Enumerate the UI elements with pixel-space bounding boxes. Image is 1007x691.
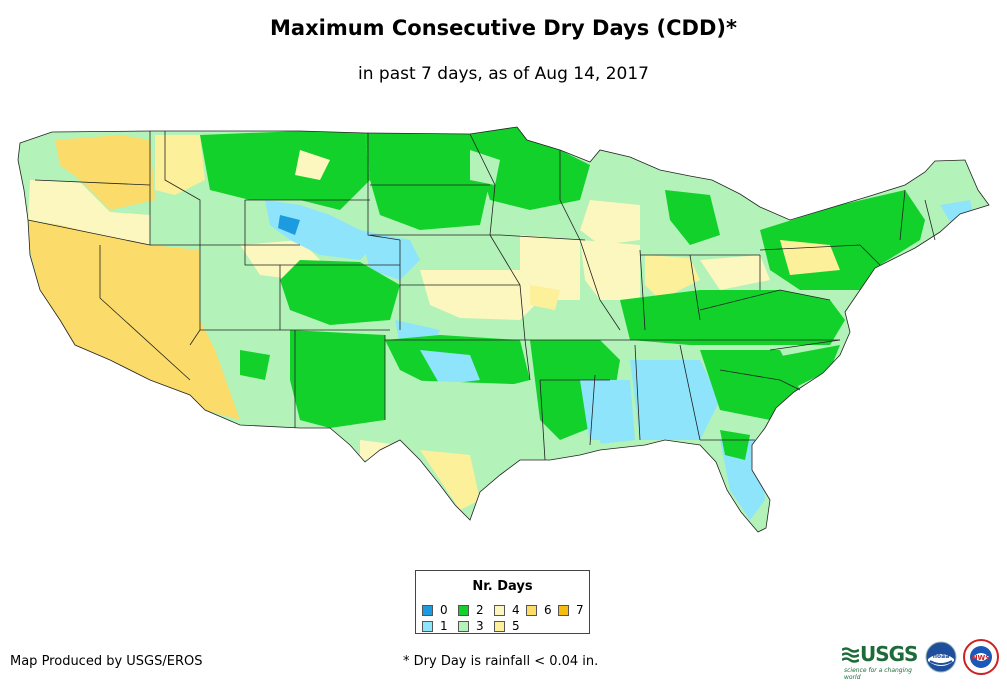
credit-text: Map Produced by USGS/EROS [10, 654, 203, 669]
legend-item: 2 [458, 603, 484, 617]
legend: Nr. Days 0 1 2 3 4 5 6 7 [415, 570, 590, 634]
nws-text: NWS [972, 654, 991, 662]
usgs-waves-icon [842, 647, 859, 663]
legend-label: 6 [544, 603, 552, 617]
legend-item: 4 [494, 603, 520, 617]
legend-label: 4 [512, 603, 520, 617]
legend-label: 1 [440, 619, 448, 633]
noaa-logo-icon: noaa [925, 641, 957, 673]
legend-item: 7 [558, 603, 584, 617]
legend-swatch [458, 604, 469, 616]
legend-item: 1 [422, 619, 448, 633]
legend-label: 5 [512, 619, 520, 633]
legend-item: 6 [526, 603, 552, 617]
noaa-text: noaa [933, 653, 950, 660]
map-subtitle: in past 7 days, as of Aug 14, 2017 [358, 64, 649, 84]
legend-item: 3 [458, 619, 484, 633]
legend-item: 5 [494, 619, 520, 633]
map-title: Maximum Consecutive Dry Days (CDD)* [270, 16, 737, 40]
usgs-logo: USGS science for a changing world [842, 640, 920, 681]
us-cdd-map [17, 126, 990, 533]
legend-label: 2 [476, 603, 484, 617]
legend-label: 7 [576, 603, 584, 617]
legend-swatch [526, 604, 537, 616]
legend-swatch [422, 620, 433, 632]
footnote-text: * Dry Day is rainfall < 0.04 in. [403, 654, 599, 669]
legend-title: Nr. Days [472, 579, 533, 594]
legend-swatch [494, 620, 505, 632]
legend-label: 0 [440, 603, 448, 617]
usgs-tagline: science for a changing world [844, 667, 912, 681]
legend-item: 0 [422, 603, 448, 617]
legend-swatch [494, 604, 505, 616]
legend-swatch [422, 604, 433, 616]
legend-label: 3 [476, 619, 484, 633]
legend-swatch [458, 620, 469, 632]
usgs-wordmark: USGS [860, 642, 918, 666]
nws-logo-icon: NWS [963, 639, 999, 675]
legend-swatch [558, 604, 569, 616]
